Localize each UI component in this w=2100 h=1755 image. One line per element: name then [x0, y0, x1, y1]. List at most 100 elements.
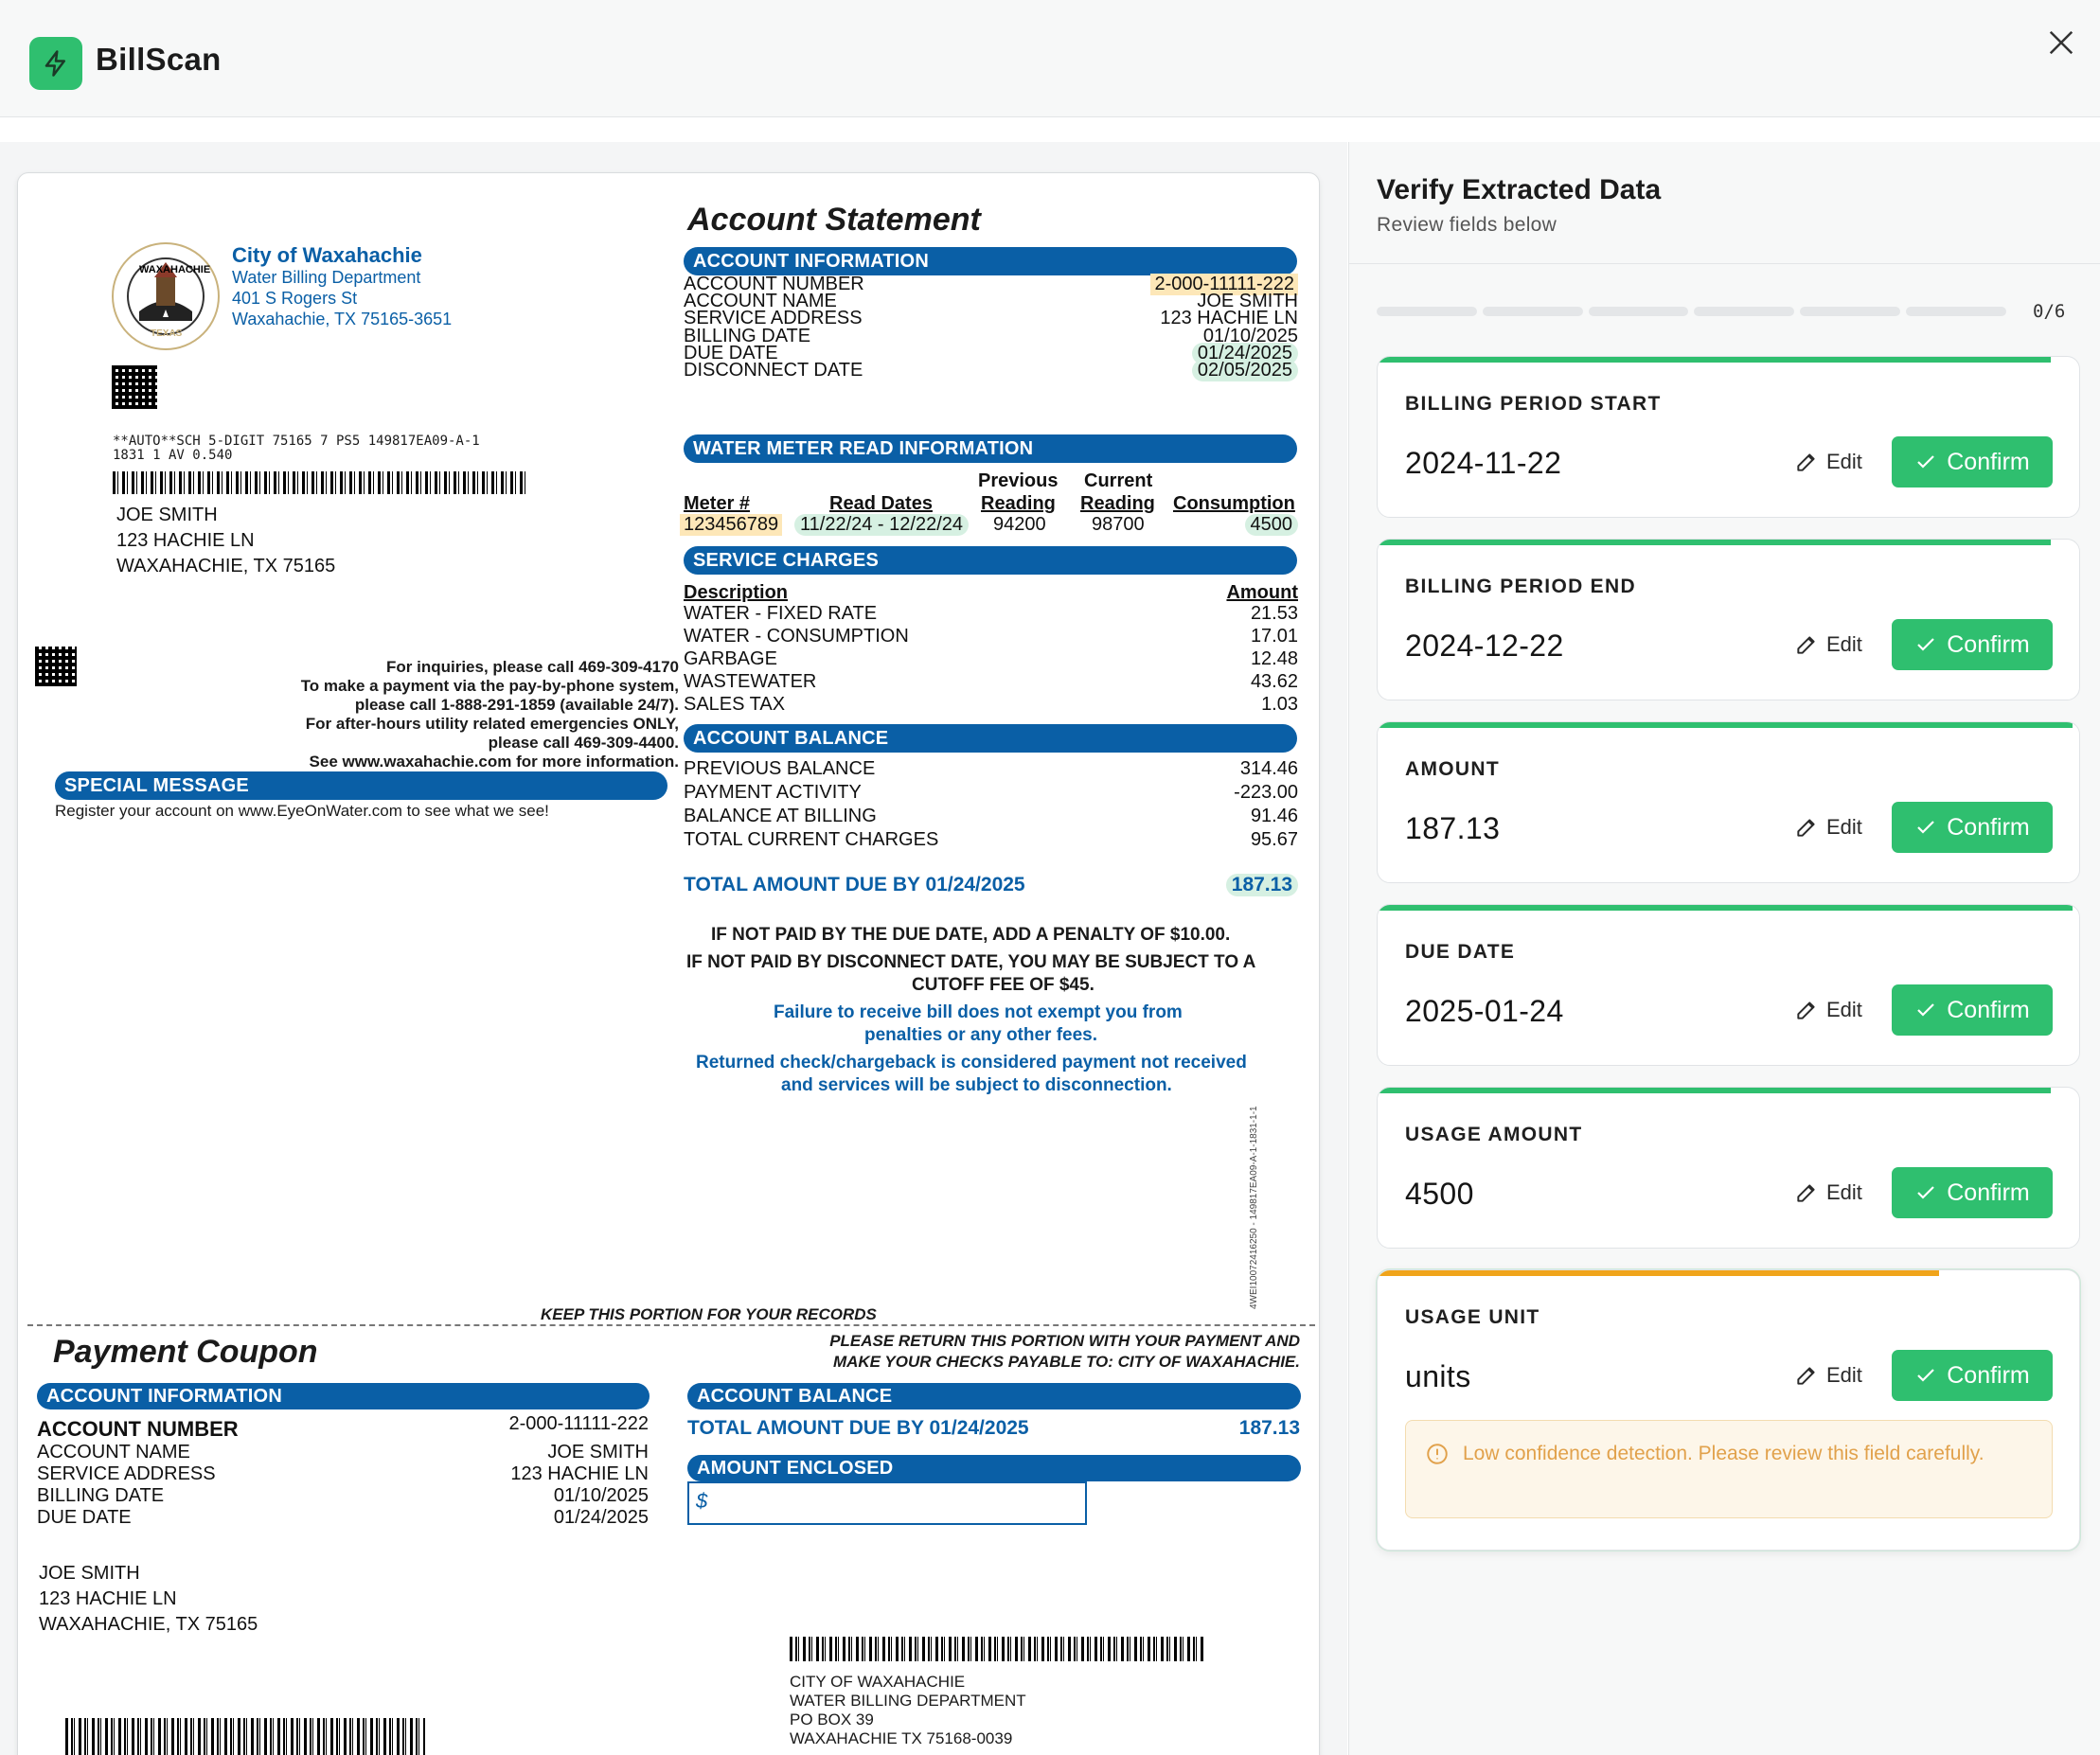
coupon-row-value: 01/24/2025 [553, 1507, 649, 1528]
balance-label: BALANCE AT BILLING [684, 806, 877, 826]
pencil-icon [1794, 1363, 1819, 1388]
amount-enclosed-box [687, 1481, 1087, 1525]
inquiry-line3: please call 1-888-291-1859 (available 24… [354, 696, 679, 714]
app-header: BillScan [0, 0, 2100, 117]
remit-barcode [790, 1637, 1206, 1661]
field-card: DUE DATE 2025-01-24 Edit Confirm [1377, 904, 2080, 1066]
edit-label: Edit [1826, 1180, 1862, 1204]
field-card: USAGE AMOUNT 4500 Edit Confirm [1377, 1087, 2080, 1249]
charge-value: 17.01 [1250, 626, 1298, 647]
check-icon [1914, 999, 1937, 1021]
remit-line4: WAXAHACHIE TX 75168-0039 [790, 1729, 1013, 1747]
divider [1349, 263, 2100, 264]
remit-line3: PO BOX 39 [790, 1711, 874, 1728]
check-icon [1914, 1364, 1937, 1387]
pencil-icon [1794, 1180, 1819, 1205]
edit-button[interactable]: Edit [1794, 802, 1881, 853]
customer-street: 123 HACHIE LN [116, 530, 255, 551]
coupon-total-value: 187.13 [1238, 1417, 1300, 1439]
confirm-button[interactable]: Confirm [1892, 984, 2053, 1036]
confidence-bar [1378, 905, 2073, 911]
charge-label: SALES TAX [684, 694, 786, 715]
coupon-row-value: 123 HACHIE LN [510, 1463, 649, 1484]
failure-line1: Failure to receive bill does not exempt … [774, 1002, 1183, 1022]
city-citystate: Waxahachie, TX 75165-3651 [232, 310, 453, 328]
confirm-button[interactable]: Confirm [1892, 436, 2053, 488]
balance-label: PAYMENT ACTIVITY [684, 782, 862, 803]
field-card: BILLING PERIOD START 2024-11-22 Edit Confir… [1377, 356, 2080, 518]
pencil-icon [1794, 998, 1819, 1022]
prev-reading-top: Previous [978, 470, 1059, 491]
coupon-customer-street: 123 HACHIE LN [39, 1588, 177, 1609]
confirm-button[interactable]: Confirm [1892, 619, 2053, 670]
statement-title: Account Statement [687, 202, 981, 238]
amount-enclosed-bar: AMOUNT ENCLOSED [687, 1455, 1301, 1481]
penalty-line3: CUTOFF FEE OF $45. [912, 975, 1094, 995]
confirm-label: Confirm [1947, 630, 2030, 658]
charge-label: WATER - CONSUMPTION [684, 626, 909, 647]
edit-button[interactable]: Edit [1794, 1167, 1881, 1218]
city-street: 401 S Rogers St [232, 289, 358, 308]
seal-subtext: TEXAS [151, 328, 183, 339]
edit-button[interactable]: Edit [1794, 984, 1881, 1036]
consumption-header: Consumption [1173, 493, 1295, 514]
edit-button[interactable]: Edit [1794, 619, 1881, 670]
coupon-account-info-bar: ACCOUNT INFORMATION [37, 1383, 650, 1409]
coupon-row-value: 2-000-11111-222 [508, 1413, 649, 1434]
inquiry-line4: For after-hours utility related emergenc… [305, 715, 679, 733]
field-value: 2025-01-24 [1405, 994, 1564, 1028]
close-icon[interactable] [2043, 25, 2079, 61]
confirm-label: Confirm [1947, 996, 2030, 1023]
account-row-value: 01/10/2025 [1202, 325, 1298, 346]
confirm-button[interactable]: Confirm [1892, 802, 2053, 853]
confirm-button[interactable]: Confirm [1892, 1167, 2053, 1218]
account-row-label: SERVICE ADDRESS [684, 308, 863, 329]
pencil-icon [1794, 815, 1819, 840]
warning-text: Low confidence detection. Please review … [1463, 1443, 1984, 1464]
prev-reading-header: Reading [981, 493, 1056, 514]
app-name: BillScan [96, 42, 222, 77]
inquiry-line1: For inquiries, please call 469-309-4170 [386, 658, 679, 676]
confidence-bar [1378, 357, 2052, 363]
meter-info-bar: WATER METER READ INFORMATION [684, 434, 1297, 463]
panel-title: Verify Extracted Data [1377, 174, 1662, 205]
check-icon [1914, 451, 1937, 473]
account-row-label: ACCOUNT NAME [684, 291, 837, 312]
edit-button[interactable]: Edit [1794, 436, 1881, 488]
panel-subtitle: Review fields below [1377, 214, 1557, 236]
field-label: USAGE AMOUNT [1405, 1124, 1583, 1145]
field-label: DUE DATE [1405, 941, 1516, 963]
coupon-balance-bar: ACCOUNT BALANCE [687, 1383, 1301, 1409]
confirm-button[interactable]: Confirm [1892, 1350, 2053, 1401]
inquiry-line2: To make a payment via the pay-by-phone s… [300, 677, 679, 695]
penalty-line1: IF NOT PAID BY THE DUE DATE, ADD A PENAL… [711, 925, 1231, 945]
charge-label: WASTEWATER [684, 671, 817, 692]
confidence-bar [1378, 1088, 2052, 1093]
charge-label: WATER - FIXED RATE [684, 603, 878, 624]
pencil-icon [1794, 632, 1819, 657]
city-name: City of Waxahachie [232, 243, 422, 267]
progress-segment [1906, 307, 2006, 316]
charges-desc-header: Description [684, 582, 789, 603]
account-row-label: DUE DATE [684, 342, 778, 363]
edit-label: Edit [1826, 632, 1862, 656]
mail-code-line2: 1831 1 AV 0.540 [113, 448, 233, 463]
coupon-row-label: ACCOUNT NAME [37, 1442, 190, 1462]
edit-label: Edit [1826, 450, 1862, 473]
document-viewer[interactable]: WAXAHACHIE TEXAS City of Waxahachie Wate… [0, 142, 1347, 1755]
coupon-total-label: TOTAL AMOUNT DUE BY 01/24/2025 [687, 1417, 1029, 1439]
field-label: BILLING PERIOD END [1405, 576, 1636, 597]
coupon-barcode [65, 1718, 425, 1755]
coupon-title: Payment Coupon [53, 1334, 318, 1370]
read-dates-header: Read Dates [829, 493, 933, 514]
charges-amount-header: Amount [1226, 582, 1298, 603]
qr-code [112, 365, 157, 409]
edit-button[interactable]: Edit [1794, 1350, 1881, 1401]
coupon-row-label: SERVICE ADDRESS [37, 1463, 216, 1484]
account-info-bar: ACCOUNT INFORMATION [684, 247, 1297, 275]
curr-reading-top: Current [1084, 470, 1153, 491]
special-message-text: Register your account on www.EyeOnWater.… [55, 802, 549, 820]
progress-bar [1377, 307, 2006, 316]
remit-line1: CITY OF WAXAHACHIE [790, 1673, 966, 1691]
progress-segment [1800, 307, 1901, 316]
